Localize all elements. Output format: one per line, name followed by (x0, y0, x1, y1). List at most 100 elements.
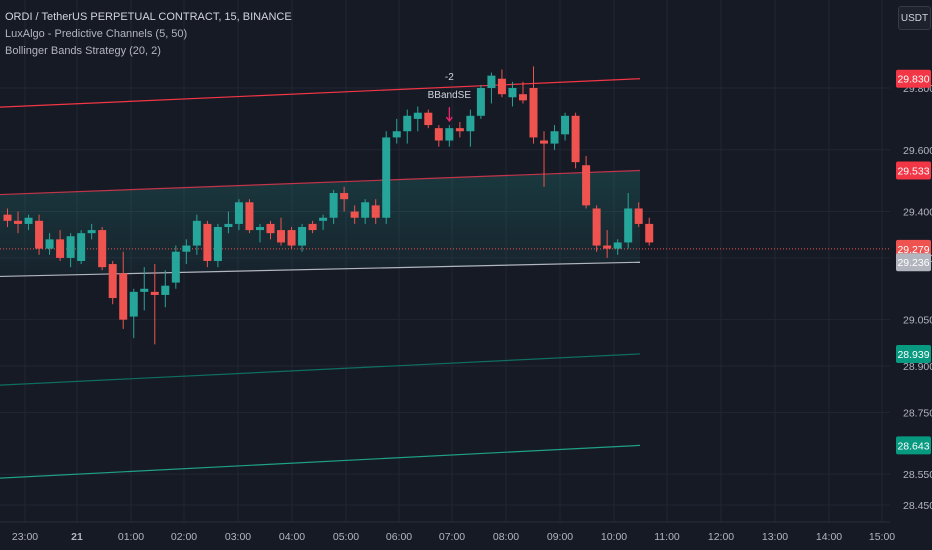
candle[interactable] (319, 214, 328, 231)
candle[interactable] (14, 211, 23, 234)
candle[interactable] (624, 193, 633, 249)
candle[interactable] (150, 264, 159, 345)
candle[interactable] (140, 267, 149, 311)
candle[interactable] (56, 230, 65, 261)
candle-body (582, 165, 591, 206)
candle[interactable] (3, 208, 12, 227)
indicator-bollinger-strategy[interactable]: Bollinger Bands Strategy (20, 2) (5, 45, 161, 57)
candle[interactable] (119, 251, 128, 329)
candle[interactable] (592, 205, 601, 252)
time-axis[interactable]: 23:00 21 01:00 02:00 03:00 04:00 05:00 06:00 07:… (0, 521, 932, 550)
candle[interactable] (213, 223, 222, 268)
channel-fill-area (0, 170, 640, 277)
candle[interactable] (66, 233, 75, 268)
candle-body (319, 217, 328, 221)
candle[interactable] (403, 109, 412, 144)
candle[interactable] (571, 112, 580, 169)
candle[interactable] (171, 245, 180, 289)
candle[interactable] (340, 186, 349, 212)
candles[interactable] (3, 66, 654, 345)
currency-button[interactable]: USDT (898, 6, 931, 30)
candle[interactable] (329, 189, 338, 224)
candle-body (150, 291, 159, 295)
candle-body (392, 131, 401, 138)
candle-body (45, 239, 54, 249)
candle[interactable] (561, 112, 570, 141)
candle-body (203, 223, 212, 261)
candle-body (161, 285, 170, 295)
candle[interactable] (445, 125, 454, 147)
candle[interactable] (255, 223, 264, 243)
candle[interactable] (224, 211, 233, 234)
candle[interactable] (487, 72, 496, 104)
candle[interactable] (434, 125, 443, 147)
candle[interactable] (497, 69, 506, 98)
candle[interactable] (529, 66, 538, 144)
strategy-signal: -2 BBandSE (428, 72, 472, 123)
candle-body (14, 220, 23, 224)
candle-body (476, 88, 485, 116)
candle[interactable] (508, 81, 517, 107)
candle-body (245, 202, 254, 231)
price-label-box (896, 253, 931, 272)
candle[interactable] (371, 199, 380, 224)
candle[interactable] (361, 199, 370, 224)
candle[interactable] (245, 199, 254, 234)
candle[interactable] (266, 220, 275, 240)
candle[interactable] (192, 214, 201, 255)
candle[interactable] (24, 214, 33, 231)
time-tick: 10:00 (601, 531, 627, 543)
candle[interactable] (298, 223, 307, 252)
candle[interactable] (277, 217, 286, 246)
signal-label: BBandSE (428, 90, 472, 101)
candle[interactable] (77, 230, 86, 265)
candle[interactable] (129, 288, 138, 339)
candle[interactable] (35, 214, 44, 255)
price-label-box (896, 69, 931, 88)
time-tick: 04:00 (279, 531, 305, 543)
candle-body (571, 115, 580, 163)
candle-body (487, 75, 496, 88)
candle[interactable] (108, 260, 117, 305)
candle[interactable] (550, 125, 559, 150)
indicator-predictive-channels[interactable]: LuxAlgo - Predictive Channels (5, 50) (5, 28, 188, 40)
candle[interactable] (182, 239, 191, 265)
symbol-title[interactable]: ORDI / TetherUS PERPETUAL CONTRACT, 15, … (5, 11, 292, 23)
candle[interactable] (645, 217, 654, 246)
price-label: 28.643 (896, 436, 931, 455)
price-tick: 28.450 (903, 500, 932, 512)
candle[interactable] (413, 106, 422, 132)
candle[interactable] (45, 233, 54, 255)
candle-body (592, 208, 601, 246)
candle[interactable] (518, 81, 527, 104)
candle[interactable] (382, 131, 391, 224)
candle[interactable] (582, 155, 591, 209)
candle[interactable] (634, 202, 643, 227)
candle[interactable] (540, 131, 549, 187)
channel-fill (0, 170, 640, 277)
candle[interactable] (466, 109, 475, 147)
candle[interactable] (350, 205, 359, 224)
candle[interactable] (203, 220, 212, 268)
candle-body (66, 236, 75, 258)
candle[interactable] (287, 227, 296, 249)
candle[interactable] (392, 118, 401, 144)
candle[interactable] (161, 270, 170, 308)
candle[interactable] (87, 223, 96, 240)
candle[interactable] (613, 239, 622, 255)
candle[interactable] (476, 84, 485, 119)
candle-body (213, 227, 222, 261)
candle[interactable] (308, 220, 317, 234)
candle-body (308, 223, 317, 231)
candle[interactable] (455, 121, 464, 138)
candle[interactable] (424, 109, 433, 129)
candle-body (98, 230, 107, 268)
candle[interactable] (234, 199, 243, 231)
price-axis[interactable]: 29.80029.60029.40029.25029.05028.90028.7… (890, 0, 932, 550)
candle-body (77, 233, 86, 261)
candle-body (224, 223, 233, 227)
candle-body (234, 202, 243, 224)
candle[interactable] (98, 227, 107, 271)
candle[interactable] (603, 230, 612, 258)
